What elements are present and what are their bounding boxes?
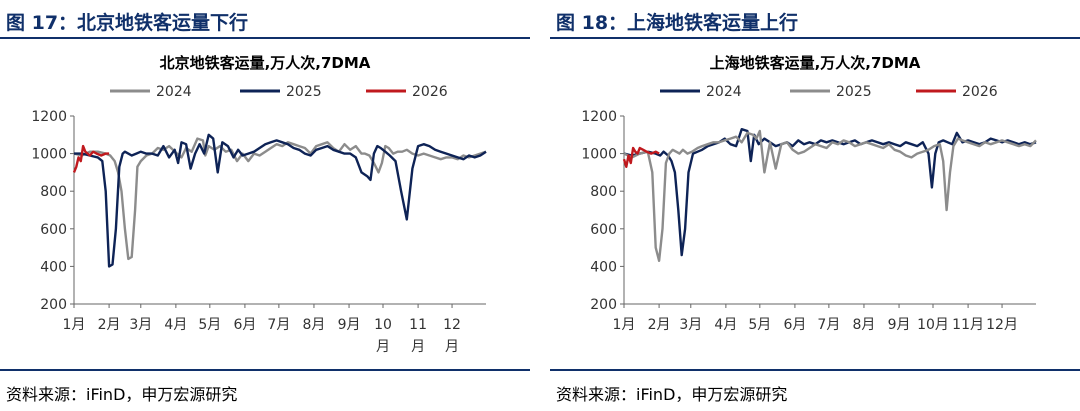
series-line-2024: [623, 127, 1037, 257]
x-tick-label: 9月: [338, 317, 361, 333]
figure-title: 图 17：北京地铁客运量下行: [6, 12, 249, 34]
top-rule: [550, 37, 1080, 39]
y-tick-label: 1000: [31, 147, 67, 163]
legend-label: 2024: [706, 84, 742, 100]
legend-label: 2026: [412, 84, 448, 100]
y-tick-label: 800: [590, 184, 617, 200]
source-note: 资料来源：iFinD，申万宏源研究: [6, 385, 238, 404]
x-tick-label: 2月: [648, 317, 671, 333]
x-tick-label: 3月: [129, 317, 152, 333]
x-tick-label: 4月: [164, 317, 187, 333]
legend-entry-2025: 2025: [790, 84, 872, 100]
x-tick-label: 5月: [748, 317, 771, 333]
chart-title: 上海地铁客运量,万人次,7DMA: [710, 54, 921, 72]
x-tick-label: 8月: [302, 317, 325, 333]
x-tick-label: 1月: [63, 317, 86, 333]
y-tick-label: 600: [590, 222, 617, 238]
y-tick-label: 400: [590, 259, 617, 275]
x-tick-label: 2月: [98, 317, 121, 333]
figure-title: 图 18：上海地铁客运量上行: [556, 12, 799, 34]
x-tick-label: 11月: [952, 317, 984, 333]
x-tick-label: 4月: [714, 317, 737, 333]
x-tick-label: 6月: [233, 317, 256, 333]
chart-title: 北京地铁客运量,万人次,7DMA: [160, 54, 371, 72]
legend-entry-2026: 2026: [916, 84, 998, 100]
legend-label: 2025: [286, 84, 322, 100]
legend-entry-2024: 2024: [110, 84, 192, 100]
y-tick-label: 200: [40, 297, 67, 313]
legend-entry-2024: 2024: [660, 84, 742, 100]
panel-shanghai: 图 18：上海地铁客运量上行 上海地铁客运量,万人次,7DMA 2024 2025 2…: [550, 0, 1080, 411]
y-tick-label: 400: [40, 259, 67, 275]
legend-entry-2025: 2025: [240, 84, 322, 100]
chart-beijing: 北京地铁客运量,万人次,7DMA 2024 2025 2026 1200 1000 800 6…: [31, 54, 487, 355]
x-tick-label: 9月: [888, 317, 911, 333]
y-tick-label: 1000: [581, 147, 617, 163]
x-tick-label: 6月: [783, 317, 806, 333]
bottom-rule: [550, 369, 1080, 371]
x-tick-label: 7月: [267, 317, 290, 333]
series-line-2024: [73, 137, 487, 261]
series-line-2025: [74, 133, 487, 268]
panel-beijing: 图 17：北京地铁客运量下行 北京地铁客运量,万人次,7DMA 2024 2025 2…: [0, 0, 530, 411]
x-tick-label: 5月: [198, 317, 221, 333]
x-tick-label: 8月: [852, 317, 875, 333]
top-rule: [0, 37, 530, 39]
y-tick-label: 800: [40, 184, 67, 200]
chart-shanghai: 上海地铁客运量,万人次,7DMA 2024 2025 2026 1200 1000 800 6…: [581, 54, 1037, 333]
legend-label: 2025: [836, 84, 872, 100]
y-tick-label: 1200: [31, 109, 67, 125]
y-tick-label: 200: [590, 297, 617, 313]
bottom-rule: [0, 369, 530, 371]
legend-entry-2026: 2026: [366, 84, 448, 100]
x-tick-label: 1月: [613, 317, 636, 333]
legend-label: 2026: [962, 84, 998, 100]
x-tick-label: 12月: [986, 317, 1018, 333]
series-line-2026: [72, 144, 110, 173]
x-tick-label: 7月: [817, 317, 840, 333]
series-line-2026: [622, 146, 660, 169]
x-tick-label: 3月: [679, 317, 702, 333]
x-tick-label: 10月: [917, 317, 949, 333]
y-tick-label: 600: [40, 222, 67, 238]
legend-label: 2024: [156, 84, 192, 100]
series-line-2025: [623, 129, 1037, 263]
y-tick-label: 1200: [581, 109, 617, 125]
source-note: 资料来源：iFinD，申万宏源研究: [556, 385, 788, 404]
